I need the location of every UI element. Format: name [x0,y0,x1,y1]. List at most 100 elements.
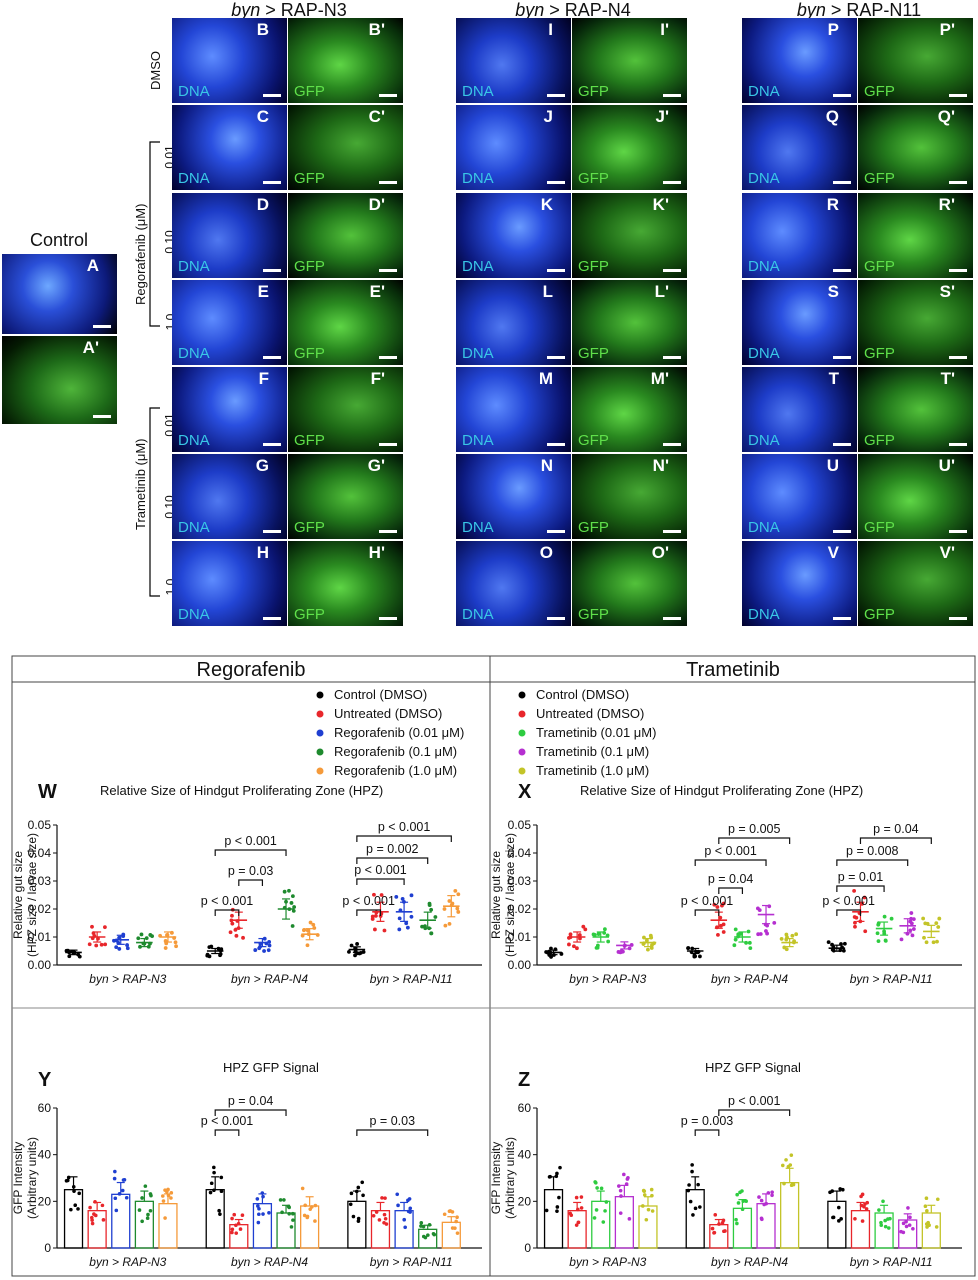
nuclei-image [742,367,857,452]
y-axis-label: Relative gut size [11,851,25,939]
nuclei-image [172,193,287,278]
data-point [382,928,387,933]
genotype-name: > RAP-N11 [825,0,922,20]
significance-bracket [694,1129,720,1136]
data-point [232,1212,237,1217]
p-value-label: p < 0.001 [681,894,734,908]
data-point [738,932,743,936]
nuclei-image [742,280,857,365]
nuclei-image [456,367,571,452]
micrograph-panel-A: A [2,254,117,334]
gfp-channel-label: GFP [294,606,325,623]
data-point [935,1197,940,1202]
data-point [453,1226,457,1230]
gfp-image [858,18,973,103]
scale-bar [547,443,565,446]
data-point [901,1221,906,1226]
data-point [723,1229,727,1233]
data-point [789,1153,794,1157]
data-point [839,1217,843,1221]
data-point [876,922,881,927]
gfp-image [288,367,403,452]
panel-letter: R [826,195,839,214]
data-point [575,946,579,951]
group-label: byn > RAP-N11 [850,1255,933,1269]
data-point [826,940,831,945]
data-point [696,1182,700,1187]
data-point [646,1207,651,1212]
scale-bar [547,269,565,272]
data-point [453,888,458,893]
dna-channel-label: DNA [178,606,210,623]
micrograph-panel-L-prime: L' GFP [572,280,687,365]
data-point [397,927,402,932]
gfp-image [288,18,403,103]
data-point [87,942,92,947]
dna-channel-label: DNA [462,432,494,449]
data-point [230,1227,235,1232]
data-point [780,1163,785,1168]
data-point [557,1195,561,1200]
scale-bar [379,94,397,97]
dna-channel-label: DNA [462,83,494,100]
data-point [450,1210,455,1214]
data-point [863,929,868,934]
panel-letter: J [543,107,553,126]
data-point [163,946,168,950]
bar [614,1196,634,1249]
data-point [907,1223,912,1227]
data-point [423,924,427,929]
significance-bracket [718,837,791,844]
data-point [595,1186,599,1190]
panel-letter: M [538,369,553,388]
dna-channel-label: DNA [178,170,210,187]
data-point [125,946,130,951]
data-point [627,1217,632,1221]
data-point [693,1206,698,1211]
gfp-image [572,105,687,190]
data-point [579,1206,584,1210]
panel-letter: V' [939,543,955,562]
data-point [280,1210,284,1215]
data-point [208,1190,213,1195]
legend-label: Trametinib (1.0 μM) [536,763,649,778]
data-point [173,940,178,945]
data-point [99,942,104,947]
data-point [371,1213,376,1218]
data-point [568,932,573,937]
data-point [716,932,720,937]
p-value-label: p < 0.001 [201,1114,254,1128]
gfp-image [858,541,973,626]
data-point [936,925,941,929]
gfp-channel-label: GFP [294,519,325,536]
panel-letter: F [258,369,269,388]
data-point [349,1191,354,1196]
legend-marker [316,748,324,756]
micrograph-panel-C-prime: C' GFP [288,105,403,190]
data-point [925,1225,929,1229]
panel-letter: B' [368,20,385,39]
data-point [117,947,122,951]
y-axis-label: Relative gut size [489,851,503,939]
data-point [310,1205,314,1209]
scale-bar [379,356,397,359]
panel-letter: I [548,20,553,39]
bar [827,1200,847,1249]
data-point [261,1212,265,1216]
group-label: byn > RAP-N11 [370,1255,453,1269]
scale-bar [263,530,281,533]
data-point [772,920,777,925]
gfp-image [288,454,403,539]
data-point [924,940,929,945]
data-point [256,1204,260,1208]
panel-letter: C [256,107,269,126]
panel-letter: T [828,369,839,388]
data-point [732,943,737,948]
genotype-italic: byn [515,0,545,20]
panel-letter: T' [940,369,955,388]
data-point [790,933,795,938]
data-point [686,1188,691,1193]
data-point [117,1192,122,1196]
gfp-image [288,280,403,365]
bar [394,1210,414,1249]
